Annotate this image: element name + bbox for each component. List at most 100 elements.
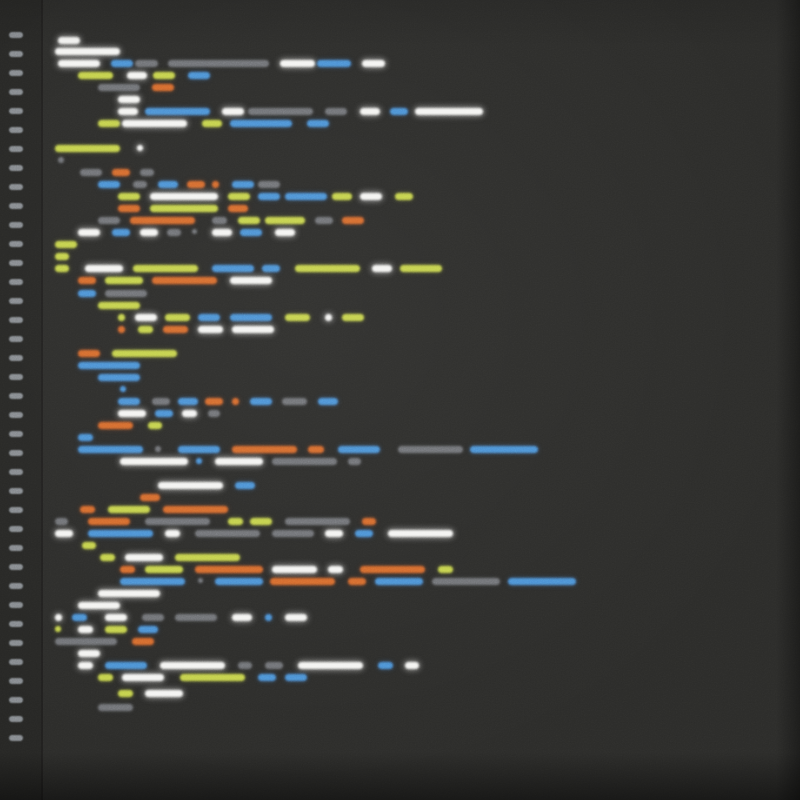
code-line[interactable] (0, 277, 800, 284)
code-token-white (135, 314, 157, 321)
code-token-gray (167, 229, 181, 236)
code-line[interactable] (0, 494, 800, 501)
code-line[interactable] (0, 193, 800, 200)
code-token-orange (270, 578, 335, 585)
code-token-blue (318, 398, 338, 405)
code-token-gray (142, 614, 164, 621)
code-line[interactable] (0, 506, 800, 513)
code-token-yellow (55, 145, 120, 152)
code-line[interactable] (0, 674, 800, 681)
code-token-yellow (108, 506, 150, 513)
code-line[interactable] (0, 578, 800, 585)
code-token-white (232, 326, 274, 333)
code-token-orange (132, 638, 154, 645)
code-line[interactable] (0, 530, 800, 537)
code-line[interactable] (0, 253, 800, 260)
code-token-gray (192, 229, 197, 234)
code-line[interactable] (0, 662, 800, 669)
code-line[interactable] (0, 566, 800, 573)
code-line[interactable] (0, 386, 800, 393)
code-token-blue (145, 108, 210, 115)
code-line[interactable] (0, 338, 800, 345)
code-line[interactable] (0, 60, 800, 67)
code-line[interactable] (0, 410, 800, 417)
code-line[interactable] (0, 482, 800, 489)
code-token-white (118, 96, 140, 103)
code-token-orange (118, 326, 125, 333)
code-token-orange (232, 398, 239, 405)
code-line[interactable] (0, 650, 800, 657)
code-line[interactable] (0, 446, 800, 453)
code-line[interactable] (0, 48, 800, 55)
code-line[interactable] (0, 181, 800, 188)
code-line[interactable] (0, 314, 800, 321)
code-token-white (58, 37, 80, 44)
code-line[interactable] (0, 96, 800, 103)
code-line[interactable] (0, 614, 800, 621)
code-line[interactable] (0, 157, 800, 164)
code-line[interactable] (0, 470, 800, 477)
code-line[interactable] (0, 602, 800, 609)
code-line[interactable] (0, 205, 800, 212)
code-line[interactable] (0, 704, 800, 711)
code-line[interactable] (0, 362, 800, 369)
code-line[interactable] (0, 518, 800, 525)
code-line[interactable] (0, 590, 800, 597)
code-line[interactable] (0, 690, 800, 697)
code-token-yellow (165, 314, 190, 321)
code-token-blue (250, 398, 272, 405)
code-line[interactable] (0, 434, 800, 441)
code-line[interactable] (0, 108, 800, 115)
code-line[interactable] (0, 302, 800, 309)
code-token-blue (78, 446, 143, 453)
code-token-yellow (82, 542, 96, 549)
code-token-orange (187, 181, 205, 188)
code-token-white (160, 662, 225, 669)
code-line[interactable] (0, 374, 800, 381)
code-token-white (212, 229, 232, 236)
code-token-blue (78, 362, 140, 369)
code-line[interactable] (0, 241, 800, 248)
code-line[interactable] (0, 326, 800, 333)
code-line[interactable] (0, 638, 800, 645)
code-line[interactable] (0, 84, 800, 91)
code-token-gray (195, 530, 260, 537)
code-token-yellow (112, 350, 177, 357)
code-line[interactable] (0, 458, 800, 465)
code-line[interactable] (0, 229, 800, 236)
code-line[interactable] (0, 169, 800, 176)
code-line[interactable] (0, 422, 800, 429)
code-token-white (372, 265, 392, 272)
code-token-yellow (98, 120, 120, 127)
code-token-gray (175, 614, 217, 621)
code-line[interactable] (0, 120, 800, 127)
code-token-orange (342, 217, 364, 224)
code-line[interactable] (0, 350, 800, 357)
code-token-gray (140, 169, 154, 176)
code-line[interactable] (0, 542, 800, 549)
code-line[interactable] (0, 37, 800, 44)
code-token-yellow (395, 193, 413, 200)
code-token-yellow (332, 193, 352, 200)
code-line[interactable] (0, 72, 800, 79)
code-line[interactable] (0, 217, 800, 224)
code-token-blue (355, 530, 373, 537)
code-token-blue (265, 614, 272, 621)
code-token-white (165, 530, 180, 537)
code-token-blue (258, 674, 276, 681)
code-line[interactable] (0, 133, 800, 140)
code-line[interactable] (0, 626, 800, 633)
code-token-white (405, 662, 419, 669)
code-token-yellow (118, 314, 125, 321)
code-token-yellow (145, 566, 183, 573)
code-line[interactable] (0, 265, 800, 272)
code-line[interactable] (0, 554, 800, 561)
code-line[interactable] (0, 398, 800, 405)
code-token-blue (111, 60, 133, 67)
code-line[interactable] (0, 145, 800, 152)
code-token-blue (338, 446, 380, 453)
code-line[interactable] (0, 290, 800, 297)
code-token-white (78, 662, 93, 669)
code-token-gray (272, 530, 314, 537)
